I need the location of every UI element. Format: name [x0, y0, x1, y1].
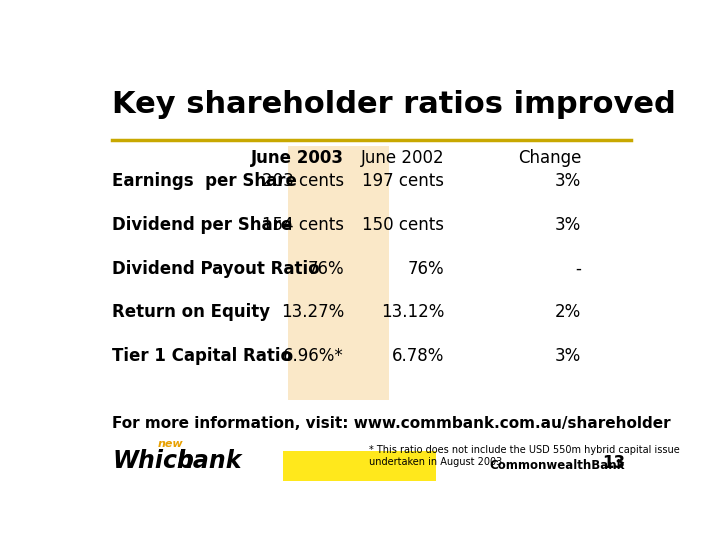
Text: 203 cents: 203 cents	[262, 172, 344, 190]
Text: 6.78%: 6.78%	[392, 347, 444, 365]
Text: Return on Equity: Return on Equity	[112, 303, 271, 321]
Text: 3%: 3%	[555, 216, 581, 234]
Text: Dividend Payout Ratio: Dividend Payout Ratio	[112, 260, 320, 278]
FancyBboxPatch shape	[288, 146, 389, 400]
Text: Key shareholder ratios improved: Key shareholder ratios improved	[112, 90, 676, 119]
Text: June 2003: June 2003	[251, 150, 344, 167]
Text: 3%: 3%	[555, 172, 581, 190]
Text: 13: 13	[603, 454, 626, 472]
Text: Which: Which	[112, 449, 194, 472]
Text: CommonwealthBank: CommonwealthBank	[489, 459, 624, 472]
Text: 2%: 2%	[555, 303, 581, 321]
Text: 150 cents: 150 cents	[362, 216, 444, 234]
Text: For more information, visit: www.commbank.com.au/shareholder: For more information, visit: www.commban…	[112, 416, 671, 431]
Text: 13.27%: 13.27%	[281, 303, 344, 321]
Text: new: new	[158, 440, 184, 449]
Text: 6.96%*: 6.96%*	[283, 347, 344, 365]
Text: -: -	[575, 260, 581, 278]
Text: bank: bank	[176, 449, 242, 472]
Text: 76%: 76%	[408, 260, 444, 278]
Text: June 2002: June 2002	[361, 150, 444, 167]
Text: * This ratio does not include the USD 550m hybrid capital issue
undertaken in Au: * This ratio does not include the USD 55…	[369, 446, 680, 467]
Text: 3%: 3%	[555, 347, 581, 365]
Text: 76%: 76%	[307, 260, 344, 278]
Text: 154 cents: 154 cents	[262, 216, 344, 234]
Text: Tier 1 Capital Ratio: Tier 1 Capital Ratio	[112, 347, 292, 365]
Text: 197 cents: 197 cents	[362, 172, 444, 190]
Text: Earnings  per Share: Earnings per Share	[112, 172, 297, 190]
Text: Change: Change	[518, 150, 581, 167]
Text: 13.12%: 13.12%	[381, 303, 444, 321]
FancyBboxPatch shape	[282, 451, 436, 481]
Text: Dividend per Share: Dividend per Share	[112, 216, 292, 234]
